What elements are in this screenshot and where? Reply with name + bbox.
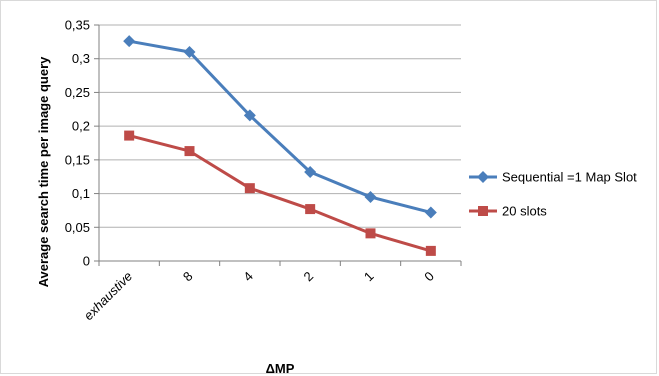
data-point [124, 130, 135, 141]
data-point [365, 228, 376, 239]
y-tick-labels: 0 0,05 0,1 0,15 0,2 0,25 0,3 0,35 [65, 18, 90, 269]
legend-item: 20 slots [469, 204, 547, 219]
x-tick-label: 8 [180, 269, 196, 285]
y-tick-label: 0,3 [72, 51, 90, 66]
series-line [128, 39, 432, 214]
data-point [305, 204, 316, 215]
x-tick-labels: exhaustive 8 4 2 1 0 [81, 269, 437, 324]
series [123, 35, 437, 256]
x-tick-label: 0 [421, 269, 437, 285]
data-point [184, 146, 195, 157]
data-point [304, 165, 317, 178]
y-tick-label: 0,2 [72, 119, 90, 134]
series-line [128, 134, 432, 253]
data-point [183, 45, 196, 58]
x-tick-label: 4 [240, 269, 256, 285]
legend-marker [477, 171, 489, 183]
data-point [243, 109, 256, 122]
data-point [425, 245, 436, 256]
y-tick-label: 0,15 [65, 152, 90, 167]
x-tick-label: 2 [301, 269, 317, 285]
y-tick-label: 0,1 [72, 186, 90, 201]
legend: Sequential =1 Map Slot 20 slots [469, 170, 637, 219]
series-2 [124, 130, 436, 256]
y-tick-label: 0,05 [65, 220, 90, 235]
legend-item: Sequential =1 Map Slot [469, 170, 637, 185]
data-point [424, 206, 437, 219]
y-tick-label: 0 [83, 254, 90, 269]
legend-label: Sequential =1 Map Slot [502, 170, 637, 185]
y-tick-label: 0,35 [65, 18, 90, 33]
axes [94, 24, 462, 266]
data-point [364, 190, 377, 203]
data-point [123, 35, 136, 48]
x-tick-label: 1 [361, 269, 377, 285]
x-axis-title: ΔMP [266, 361, 295, 376]
legend-marker [478, 206, 488, 216]
x-tick-label: exhaustive [81, 269, 136, 324]
data-point [244, 183, 255, 194]
gridlines [99, 24, 461, 228]
y-tick-label: 0,25 [65, 85, 90, 100]
series-1 [123, 35, 437, 219]
y-axis-title: Average search time per image query [36, 56, 51, 288]
legend-label: 20 slots [502, 204, 547, 219]
